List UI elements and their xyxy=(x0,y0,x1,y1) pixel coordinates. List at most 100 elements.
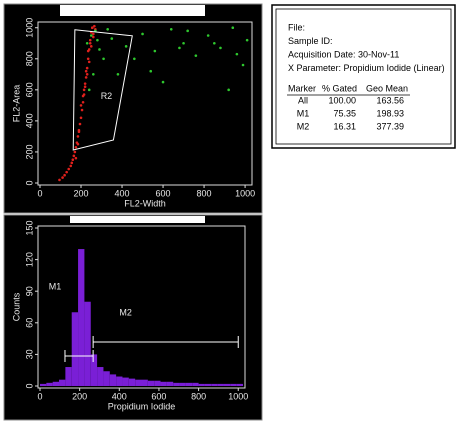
table-cell: 163.56 xyxy=(376,95,404,105)
event-dot xyxy=(70,161,74,165)
event-dot xyxy=(89,34,93,37)
event-dot xyxy=(241,63,245,67)
histogram-bar xyxy=(204,383,212,386)
event-dot xyxy=(63,173,66,177)
x-tick-label: 0 xyxy=(37,391,42,401)
y-tick-label: 800 xyxy=(24,51,34,66)
event-dot xyxy=(116,73,120,76)
event-dot xyxy=(92,32,95,36)
event-dot xyxy=(87,88,91,92)
y-tick-label: 60 xyxy=(24,318,34,328)
event-dot xyxy=(76,135,80,138)
x-axis-label: FL2-Width xyxy=(124,198,166,208)
histogram-bar xyxy=(230,383,237,386)
event-dot xyxy=(65,170,68,174)
event-dot xyxy=(92,73,95,76)
table-cell: 100.00 xyxy=(328,95,356,105)
table-cell: M2 xyxy=(297,121,310,131)
event-dot xyxy=(85,41,89,45)
event-dot xyxy=(93,24,96,28)
histogram-bar xyxy=(198,383,205,386)
x-tick-label: 800 xyxy=(191,391,206,401)
histogram-bar xyxy=(59,379,66,386)
gate-label: R2 xyxy=(101,91,113,101)
event-dot xyxy=(86,57,90,61)
marker-range xyxy=(64,350,94,362)
histogram-bar xyxy=(97,367,104,386)
event-dot xyxy=(73,150,77,154)
event-dot xyxy=(194,54,198,57)
event-dot xyxy=(90,26,94,30)
event-dot xyxy=(79,116,83,120)
event-dot xyxy=(141,32,144,36)
event-dot xyxy=(79,104,83,107)
event-dot xyxy=(83,85,87,89)
gate-region xyxy=(72,29,133,151)
y-tick-label: 30 xyxy=(24,349,34,359)
marker-range xyxy=(92,336,239,348)
event-dot xyxy=(82,88,86,92)
x-tick-label: 200 xyxy=(74,188,89,198)
event-dot xyxy=(186,29,189,33)
event-dot xyxy=(98,48,101,51)
y-tick-label: 150 xyxy=(24,220,34,235)
event-dot xyxy=(133,57,136,61)
y-tick-label: 400 xyxy=(24,113,34,128)
event-dot xyxy=(69,164,73,168)
y-axis-label: FL2-Area xyxy=(11,85,21,123)
y-tick-label: 600 xyxy=(24,82,34,97)
histogram-bar xyxy=(116,376,123,386)
event-dot xyxy=(206,34,210,37)
histogram-bar xyxy=(84,301,91,386)
event-dot xyxy=(84,69,88,73)
histogram-bar xyxy=(166,381,174,386)
event-dot xyxy=(85,73,89,76)
scatter-panel xyxy=(3,3,263,214)
event-dot xyxy=(88,41,92,45)
event-dot xyxy=(74,145,78,149)
event-dot xyxy=(96,38,99,42)
histogram-bar xyxy=(160,381,167,386)
histogram-bar xyxy=(154,380,161,386)
panel-tab xyxy=(60,5,205,16)
event-dot xyxy=(87,60,91,64)
histogram-bar xyxy=(236,383,243,386)
event-dot xyxy=(78,122,82,126)
stats-line: X Parameter: Propidium Iodide (Linear) xyxy=(288,63,445,73)
histogram-bar xyxy=(147,380,155,386)
marker-label: M1 xyxy=(49,281,62,291)
histogram-bar xyxy=(71,312,79,386)
y-tick-label: 90 xyxy=(24,286,34,296)
table-cell: 377.39 xyxy=(376,121,404,131)
plot-frame xyxy=(37,225,246,389)
histogram-bar xyxy=(46,382,53,386)
x-tick-label: 400 xyxy=(112,391,127,401)
event-dot xyxy=(161,80,165,84)
event-dot xyxy=(169,27,173,31)
histogram-panel xyxy=(3,214,263,421)
x-tick-label: 1000 xyxy=(235,188,255,198)
x-tick-label: 600 xyxy=(156,188,171,198)
event-dot xyxy=(61,176,64,179)
event-dot xyxy=(231,26,235,30)
stats-line: Acquisition Date: 30-Nov-11 xyxy=(288,49,399,59)
x-tick-label: 800 xyxy=(197,188,212,198)
event-dot xyxy=(80,108,84,112)
histogram-bar xyxy=(40,383,47,386)
x-tick-label: 600 xyxy=(151,391,166,401)
event-dot xyxy=(178,46,181,50)
table-header: Marker xyxy=(288,83,316,93)
histogram-bar xyxy=(90,354,98,386)
event-dot xyxy=(71,158,75,162)
histogram-bar xyxy=(141,379,148,386)
event-dot xyxy=(213,41,216,45)
event-dot xyxy=(124,45,128,48)
event-dot xyxy=(58,178,61,182)
histogram-bar xyxy=(122,377,129,386)
x-tick-label: 0 xyxy=(37,188,42,198)
histogram-bar xyxy=(173,382,180,386)
table-cell: 198.93 xyxy=(376,108,404,118)
histogram-bar xyxy=(103,371,110,386)
histogram-bar xyxy=(78,249,85,386)
